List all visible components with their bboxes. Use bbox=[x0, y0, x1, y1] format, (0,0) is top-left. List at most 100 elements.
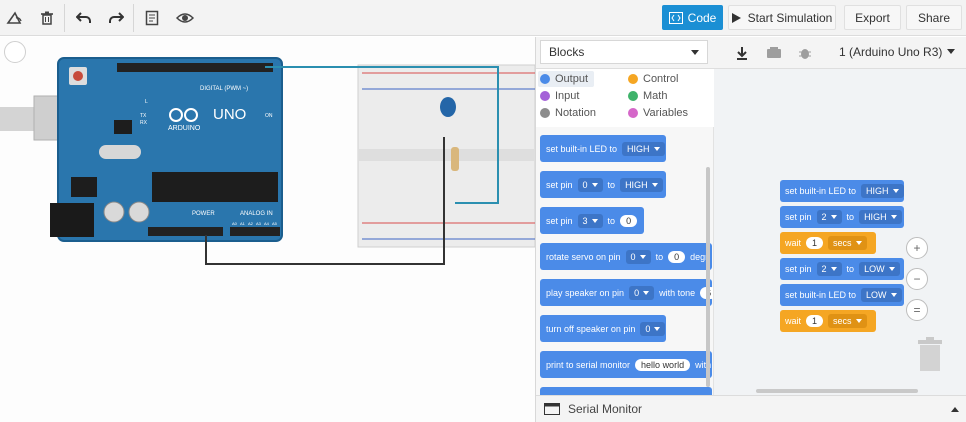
block-text: to bbox=[846, 264, 855, 274]
start-simulation-button[interactable]: Start Simulation bbox=[728, 5, 836, 30]
block-dropdown[interactable]: HIGH bbox=[859, 210, 902, 224]
led[interactable] bbox=[440, 97, 456, 117]
block-dropdown[interactable]: HIGH bbox=[620, 177, 663, 192]
block-text-input[interactable]: hello world bbox=[635, 358, 691, 371]
block-text: set pin bbox=[546, 215, 573, 226]
serial-monitor-bar[interactable]: Serial Monitor bbox=[536, 395, 966, 422]
block-dropdown[interactable]: 0 bbox=[625, 249, 651, 264]
rotate-icon[interactable] bbox=[3, 6, 27, 30]
category-input[interactable]: Input bbox=[540, 88, 579, 104]
rx-led-label: RX bbox=[140, 120, 148, 126]
block-dropdown[interactable]: 0 bbox=[640, 321, 666, 336]
notes-icon[interactable] bbox=[140, 6, 164, 30]
delete-icon[interactable] bbox=[35, 6, 59, 30]
workspace-block-set-pin-high[interactable]: set pin 2 to HIGH bbox=[780, 206, 904, 228]
trash-icon[interactable] bbox=[916, 337, 944, 371]
block-dropdown[interactable]: secs bbox=[828, 236, 867, 250]
code-workspace[interactable]: set built-in LED to HIGH set pin 2 to HI… bbox=[714, 69, 966, 395]
block-dropdown[interactable]: LOW bbox=[861, 288, 902, 302]
export-button[interactable]: Export bbox=[844, 5, 901, 30]
block-text: to bbox=[607, 215, 616, 226]
pin-a2-label: A2 bbox=[248, 221, 254, 226]
palette-block-play-speaker[interactable]: play speaker on pin 0 with tone 6 bbox=[540, 279, 713, 306]
share-button[interactable]: Share bbox=[906, 5, 962, 30]
device-dropdown[interactable]: 1 (Arduino Uno R3) bbox=[831, 40, 961, 64]
block-text: to bbox=[607, 179, 616, 190]
block-text: degr bbox=[690, 251, 709, 262]
zoom-out-icon[interactable]: − bbox=[906, 268, 928, 290]
wire-ground[interactable] bbox=[205, 137, 445, 265]
wire-signal[interactable] bbox=[265, 66, 499, 204]
category-notation[interactable]: Notation bbox=[540, 105, 596, 121]
palette-scrollbar[interactable] bbox=[706, 167, 710, 387]
palette-block-print-serial[interactable]: print to serial monitor hello world with bbox=[540, 351, 712, 378]
block-text: rotate servo on pin bbox=[546, 251, 621, 262]
palette-block-set-pin[interactable]: set pin 0 to HIGH bbox=[540, 171, 666, 198]
block-number-input[interactable]: 1 bbox=[806, 237, 824, 249]
block-dropdown[interactable]: 2 bbox=[816, 262, 842, 276]
palette-block-rotate-servo[interactable]: rotate servo on pin 0 to 0 degr bbox=[540, 243, 712, 270]
workspace-block-set-pin-low[interactable]: set pin 2 to LOW bbox=[780, 258, 904, 280]
block-dropdown[interactable]: 0 bbox=[577, 177, 603, 192]
serial-monitor-label: Serial Monitor bbox=[568, 402, 643, 416]
tx-led-label: TX bbox=[140, 113, 147, 119]
arduino-logo-icon bbox=[169, 108, 183, 122]
upload-to-device-icon[interactable] bbox=[763, 42, 785, 64]
workspace-block-set-builtin-led-high[interactable]: set built-in LED to HIGH bbox=[780, 180, 904, 202]
block-text: print to serial monitor bbox=[546, 359, 631, 370]
block-text: set pin bbox=[546, 179, 573, 190]
block-dropdown[interactable]: HIGH bbox=[861, 184, 904, 198]
digital-pins-label: DIGITAL (PWM ~) bbox=[200, 86, 248, 92]
download-icon[interactable] bbox=[731, 42, 753, 64]
redo-icon[interactable] bbox=[104, 6, 128, 30]
export-label: Export bbox=[855, 10, 890, 25]
block-categories: Output Control Input Math Notation Varia… bbox=[536, 69, 714, 125]
block-number-input[interactable]: 0 bbox=[668, 250, 686, 263]
category-color-dot bbox=[628, 74, 638, 84]
code-panel: Blocks 1 (Arduino Uno R3) Output bbox=[535, 37, 966, 422]
block-dropdown[interactable]: 3 bbox=[577, 213, 603, 228]
category-output[interactable]: Output bbox=[538, 71, 595, 87]
workspace-block-wait[interactable]: wait 1 secs bbox=[780, 310, 876, 332]
block-text: wait bbox=[785, 316, 802, 326]
block-dropdown[interactable]: 2 bbox=[816, 210, 842, 224]
palette-block-set-pin-analog[interactable]: set pin 3 to 0 bbox=[540, 207, 644, 234]
category-control[interactable]: Control bbox=[628, 71, 678, 87]
palette-block-turn-off-speaker[interactable]: turn off speaker on pin 0 bbox=[540, 315, 666, 342]
code-mode-dropdown[interactable]: Blocks bbox=[540, 40, 708, 64]
code-button[interactable]: Code bbox=[662, 5, 723, 30]
undo-icon[interactable] bbox=[72, 6, 96, 30]
chevron-up-icon[interactable] bbox=[951, 407, 959, 412]
block-dropdown[interactable]: 0 bbox=[629, 285, 655, 300]
category-color-dot bbox=[540, 74, 550, 84]
category-variables[interactable]: Variables bbox=[628, 105, 688, 121]
zoom-in-icon[interactable]: + bbox=[906, 237, 928, 259]
visibility-icon[interactable] bbox=[173, 6, 197, 30]
block-number-input[interactable]: 1 bbox=[806, 315, 824, 327]
code-icon bbox=[668, 11, 683, 24]
workspace-block-set-builtin-led-low[interactable]: set built-in LED to LOW bbox=[780, 284, 904, 306]
palette-block-set-builtin-led[interactable]: set built-in LED to HIGH bbox=[540, 135, 666, 162]
power-jack bbox=[50, 203, 94, 237]
block-dropdown[interactable]: LOW bbox=[859, 262, 900, 276]
fit-view-icon[interactable] bbox=[4, 41, 26, 63]
palette-block-partial[interactable] bbox=[540, 387, 712, 395]
category-math[interactable]: Math bbox=[628, 88, 667, 104]
workspace-scrollbar[interactable] bbox=[756, 389, 918, 393]
block-dropdown[interactable]: secs bbox=[828, 314, 867, 328]
block-text: set pin bbox=[785, 212, 812, 222]
resistor[interactable] bbox=[451, 147, 459, 171]
toolbar-divider bbox=[133, 4, 134, 32]
block-number-input[interactable]: 0 bbox=[620, 214, 638, 227]
category-color-dot bbox=[540, 108, 550, 118]
analog-in-label: ANALOG IN bbox=[240, 211, 273, 217]
debugger-icon[interactable] bbox=[794, 42, 816, 64]
zoom-reset-icon[interactable]: = bbox=[906, 299, 928, 321]
block-dropdown[interactable]: HIGH bbox=[622, 141, 665, 156]
workspace-block-wait[interactable]: wait 1 secs bbox=[780, 232, 876, 254]
category-label: Math bbox=[643, 90, 668, 102]
circuit-canvas[interactable]: ARDUINO UNO DIGITAL (PWM ~) POWER ANALOG… bbox=[0, 37, 535, 422]
block-text: set pin bbox=[785, 264, 812, 274]
code-mode-label: Blocks bbox=[549, 45, 585, 59]
